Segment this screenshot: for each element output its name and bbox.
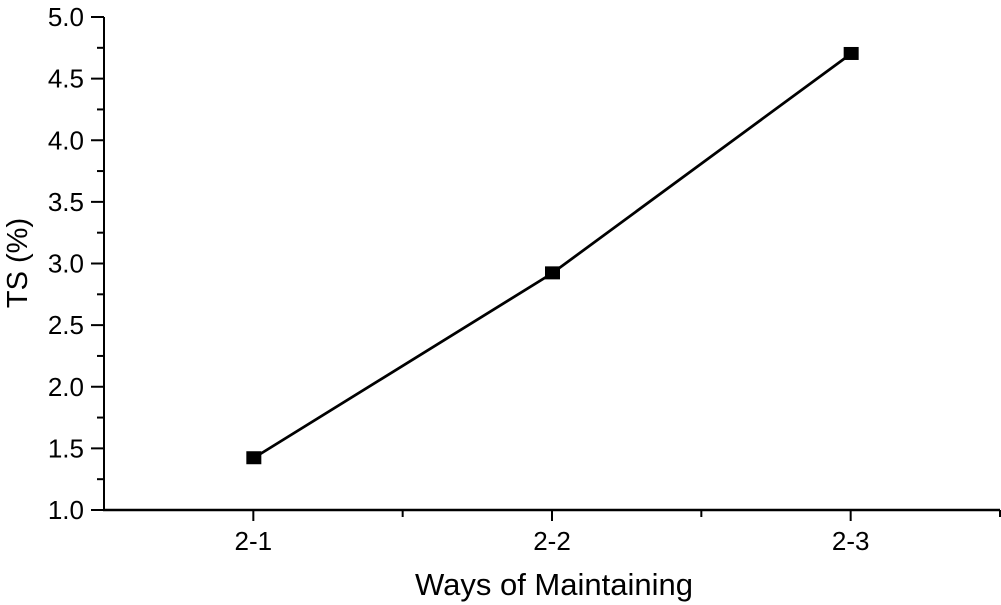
y-tick-label: 3.0 (48, 249, 84, 279)
y-tick-label: 5.0 (48, 2, 84, 32)
y-tick-label: 3.5 (48, 187, 84, 217)
y-tick-label: 1.5 (48, 433, 84, 463)
x-axis-title: Ways of Maintaining (415, 567, 693, 602)
y-tick-label: 2.5 (48, 310, 84, 340)
y-tick-label: 1.0 (48, 495, 84, 525)
data-point-marker (545, 266, 560, 280)
series-line (252, 52, 852, 460)
y-tick-label: 4.0 (48, 125, 84, 155)
x-tick-label: 2-1 (235, 526, 273, 556)
data-point-marker (246, 451, 262, 465)
x-tick-label: 2-3 (832, 526, 870, 556)
y-tick-label: 4.5 (48, 64, 84, 94)
y-tick-label: 2.0 (48, 372, 84, 402)
y-axis-title: TS (%) (2, 218, 34, 308)
axes: 1.0 1.5 2.0 2.5 3.0 3.5 4.0 4.5 5.0 2-1 2-2 2-3 (48, 2, 1001, 556)
x-tick-label: 2-2 (533, 526, 571, 556)
data-series (246, 46, 859, 465)
data-point-marker (843, 46, 859, 60)
